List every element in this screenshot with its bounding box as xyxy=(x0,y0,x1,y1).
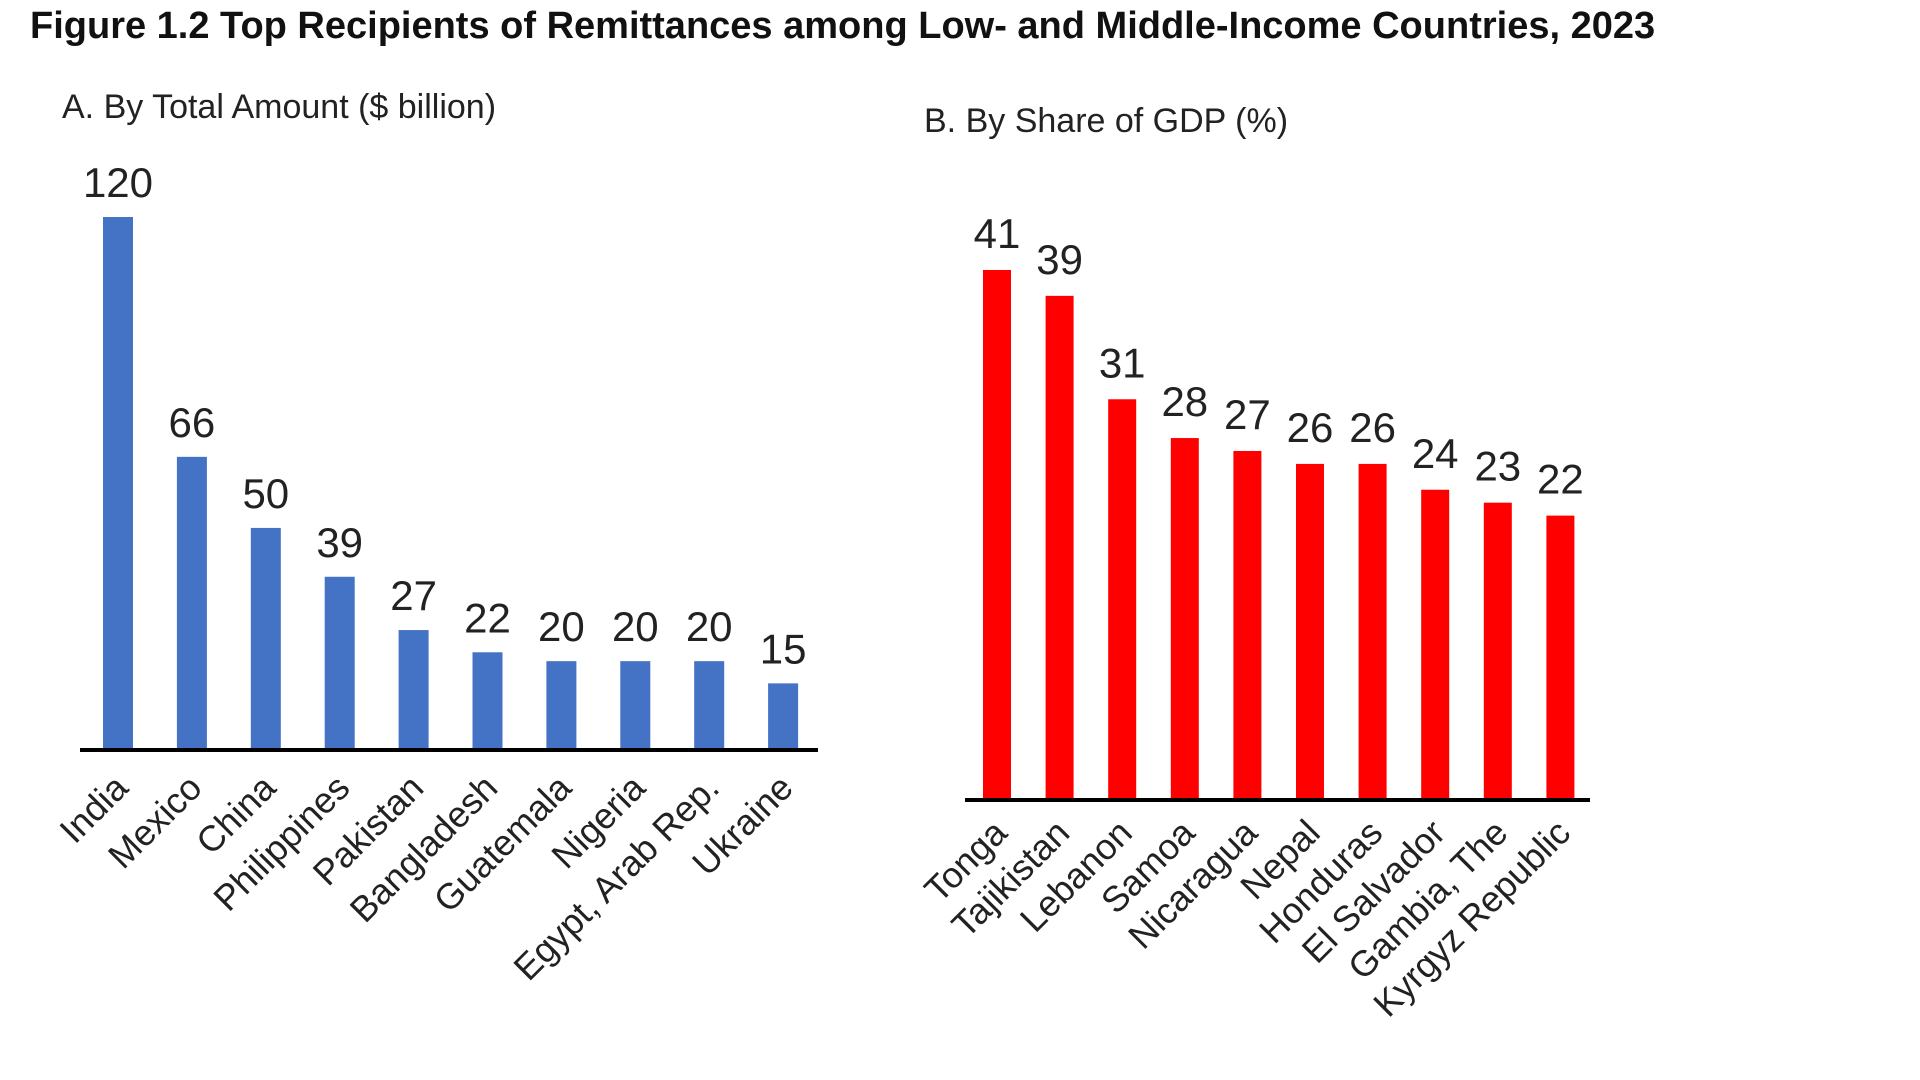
data-label-total-amount-china: 50 xyxy=(242,470,289,517)
figure-title: Figure 1.2 Top Recipients of Remittances… xyxy=(30,5,1655,47)
bar-total-amount-bangladesh xyxy=(472,652,503,750)
bar-share-gdp-tajikistan xyxy=(1045,295,1074,800)
bar-total-amount-guatemala xyxy=(546,661,577,750)
data-label-total-amount-guatemala: 20 xyxy=(538,603,585,650)
bar-total-amount-pakistan xyxy=(398,630,429,750)
bar-share-gdp-gambia-the xyxy=(1483,502,1512,800)
bar-total-amount-egypt-arab-rep xyxy=(694,661,725,750)
bar-share-gdp-el-salvador xyxy=(1421,489,1450,800)
data-label-share-gdp-nepal: 26 xyxy=(1287,404,1334,451)
data-label-total-amount-nigeria: 20 xyxy=(612,603,659,650)
bar-total-amount-philippines xyxy=(324,576,355,750)
chart-title-total-amount: A. By Total Amount ($ billion) xyxy=(62,88,496,126)
data-label-total-amount-india: 120 xyxy=(83,159,153,206)
data-label-share-gdp-tajikistan: 39 xyxy=(1036,236,1083,283)
data-label-total-amount-egypt-arab-rep: 20 xyxy=(686,603,733,650)
chart-panel-share-gdp: B. By Share of GDP (%) 41Tonga39Tajikist… xyxy=(916,102,1590,1025)
bar-share-gdp-nicaragua xyxy=(1233,450,1262,800)
chart-title-share-gdp: B. By Share of GDP (%) xyxy=(924,102,1288,140)
chart-panel-total-amount: A. By Total Amount ($ billion) 120India6… xyxy=(51,88,818,988)
data-label-share-gdp-gambia-the: 23 xyxy=(1474,443,1521,490)
data-label-total-amount-mexico: 66 xyxy=(169,399,216,446)
data-label-total-amount-ukraine: 15 xyxy=(760,625,807,672)
data-label-share-gdp-nicaragua: 27 xyxy=(1224,391,1271,438)
bar-share-gdp-nepal xyxy=(1296,463,1324,800)
data-label-share-gdp-el-salvador: 24 xyxy=(1412,430,1459,477)
data-label-share-gdp-samoa: 28 xyxy=(1161,378,1208,425)
bar-share-gdp-lebanon xyxy=(1108,399,1137,800)
data-label-total-amount-philippines: 39 xyxy=(316,519,363,566)
bar-share-gdp-tonga xyxy=(983,270,1011,800)
data-label-total-amount-bangladesh: 22 xyxy=(464,594,511,641)
bar-total-amount-mexico xyxy=(176,456,207,750)
data-label-share-gdp-honduras: 26 xyxy=(1349,404,1396,451)
data-label-share-gdp-tonga: 41 xyxy=(974,210,1021,257)
bar-share-gdp-kyrgyz-republic xyxy=(1546,515,1575,800)
data-label-total-amount-pakistan: 27 xyxy=(390,572,437,619)
data-label-share-gdp-lebanon: 31 xyxy=(1099,339,1146,386)
bar-share-gdp-honduras xyxy=(1358,463,1387,800)
bar-total-amount-china xyxy=(250,527,281,750)
data-label-share-gdp-kyrgyz-republic: 22 xyxy=(1537,456,1584,503)
bar-total-amount-ukraine xyxy=(768,683,799,750)
bar-total-amount-nigeria xyxy=(620,661,651,750)
bar-total-amount-india xyxy=(103,217,133,750)
bar-share-gdp-samoa xyxy=(1170,438,1199,800)
